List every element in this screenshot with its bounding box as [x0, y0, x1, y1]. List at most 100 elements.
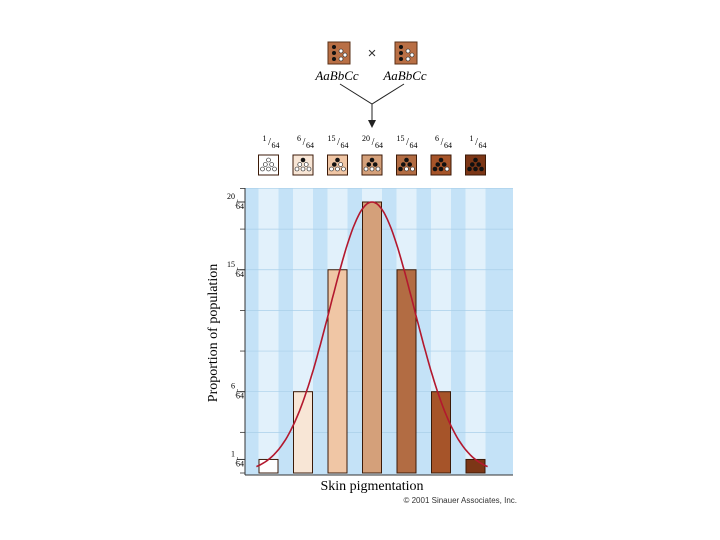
light-allele-dot	[329, 166, 334, 172]
light-allele-dot	[294, 166, 300, 172]
y-tick-label: 6/64	[231, 382, 244, 401]
fraction-slash: /	[303, 137, 306, 148]
light-allele-dot	[404, 166, 409, 172]
parent-right-swatch	[394, 41, 418, 65]
light-allele-dot	[266, 157, 271, 163]
dark-allele-dot	[438, 166, 444, 172]
parent-left-genotype: AaBbCc	[314, 68, 359, 83]
light-allele-dot	[266, 166, 271, 172]
fraction-denominator: 64	[375, 141, 383, 150]
fraction-numerator: 1	[263, 134, 267, 143]
offspring-class-6: 6/64	[430, 134, 452, 176]
y-tick-slash: /	[235, 455, 238, 465]
dark-allele-dot	[407, 162, 413, 167]
light-allele-dot	[369, 166, 375, 172]
fraction-denominator: 64	[341, 141, 349, 150]
light-allele-dot	[410, 166, 415, 172]
dark-allele-dot	[479, 166, 484, 172]
bar-7	[465, 458, 486, 474]
light-allele-dot	[375, 166, 381, 172]
fraction-numerator: 20	[362, 134, 370, 143]
fraction-numerator: 6	[297, 134, 301, 143]
bar-5	[396, 269, 417, 474]
light-allele-dot	[335, 166, 340, 172]
light-allele-dot	[444, 166, 450, 172]
fraction-numerator: 6	[435, 134, 439, 143]
light-allele-dot	[272, 166, 277, 172]
y-tick-numerator: 15	[227, 260, 235, 269]
fraction-denominator: 64	[272, 141, 280, 150]
dark-allele-dot	[476, 162, 482, 167]
dark-allele-dot	[473, 157, 478, 163]
fraction-numerator: 15	[328, 134, 336, 143]
light-allele-dot	[363, 166, 369, 172]
parent-left-swatch	[327, 41, 351, 65]
column-stripe	[465, 188, 486, 475]
y-tick-numerator: 20	[227, 192, 235, 201]
dark-allele-dot	[400, 162, 406, 167]
copyright-note: © 2001 Sinauer Associates, Inc.	[403, 496, 517, 505]
bar-1	[258, 458, 279, 474]
light-allele-dot	[338, 162, 344, 167]
fraction-slash: /	[441, 137, 444, 148]
dark-allele-dot	[335, 157, 340, 163]
dark-allele-dot	[300, 157, 306, 163]
dark-allele-dot	[438, 157, 444, 163]
light-allele-dot	[260, 166, 265, 172]
y-axis-label: Proportion of population	[206, 264, 221, 402]
cross-converging-lines	[339, 83, 405, 105]
y-tick-denominator: 64	[236, 459, 244, 468]
parent-cross: × AaBbCc AaBbCc	[314, 41, 427, 128]
fraction-numerator: 15	[397, 134, 405, 143]
fraction-denominator: 64	[410, 141, 418, 150]
dark-allele-dot	[366, 162, 372, 167]
y-tick-label: 15/64	[227, 260, 244, 279]
y-tick-denominator: 64	[236, 202, 244, 211]
offspring-class-4: 20/64	[361, 134, 383, 176]
dark-allele-dot	[441, 162, 447, 167]
offspring-class-5: 15/64	[396, 134, 418, 176]
offspring-class-3: 15/64	[327, 134, 349, 176]
y-tick-numerator: 6	[231, 382, 235, 391]
light-allele-dot	[341, 166, 346, 172]
offspring-class-7: 1/64	[465, 134, 487, 176]
fraction-denominator: 64	[479, 141, 487, 150]
light-allele-dot	[300, 166, 306, 172]
dark-allele-dot	[372, 162, 378, 167]
dark-allele-dot	[473, 166, 478, 172]
cross-symbol: ×	[368, 45, 377, 62]
dark-allele-dot	[398, 166, 403, 172]
y-tick-label: 20/64	[227, 192, 244, 211]
light-allele-dot	[262, 162, 268, 167]
fraction-denominator: 64	[444, 141, 452, 150]
light-allele-dot	[303, 162, 309, 167]
dark-allele-dot	[435, 162, 441, 167]
dark-allele-dot	[469, 162, 475, 167]
fraction-slash: /	[475, 137, 478, 148]
fraction-slash: /	[406, 137, 409, 148]
parent-right-allele-dots	[399, 45, 415, 62]
dark-allele-dot	[404, 157, 409, 163]
fraction-denominator: 64	[306, 141, 314, 150]
light-allele-dot	[269, 162, 275, 167]
y-tick-slash: /	[235, 388, 238, 398]
y-tick-slash: /	[235, 266, 238, 276]
dark-allele-dot	[369, 157, 375, 163]
x-axis-label: Skin pigmentation	[320, 479, 423, 494]
dark-allele-dot	[432, 166, 438, 172]
y-tick-numerator: 1	[231, 449, 235, 458]
dark-allele-dot	[467, 166, 472, 172]
fraction-slash: /	[337, 137, 340, 148]
fraction-slash: /	[372, 137, 375, 148]
offspring-class-1: 1/64	[258, 134, 280, 176]
parent-right-genotype: AaBbCc	[382, 68, 427, 83]
dark-allele-dot	[331, 162, 337, 167]
y-tick-denominator: 64	[236, 270, 244, 279]
bar-3	[327, 269, 348, 474]
offspring-class-2: 6/64	[292, 134, 314, 176]
y-tick-denominator: 64	[236, 392, 244, 401]
light-allele-dot	[306, 166, 312, 172]
fraction-slash: /	[268, 137, 271, 148]
